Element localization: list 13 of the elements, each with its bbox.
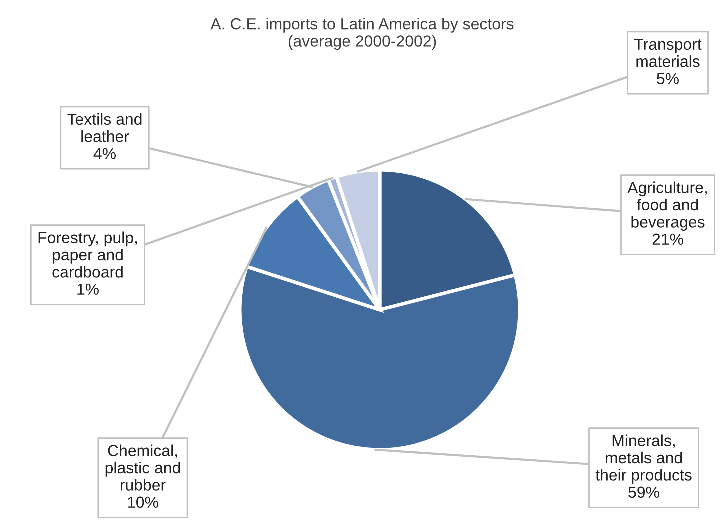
- slice-label: Minerals, metals and their products: [596, 434, 692, 484]
- data-label: 5%: [657, 73, 679, 84]
- slice-label: Textils and leather: [68, 113, 142, 142]
- data-label: 59%: [628, 486, 660, 498]
- chart-title: A. C.E. imports to Latin America by sectors (average 2000-2002): [210, 18, 514, 50]
- slice-label: Transport materials: [634, 38, 702, 68]
- slice-label: Forestry, pulp, paper and cardboard: [38, 232, 138, 278]
- data-label: 1%: [78, 284, 99, 296]
- data-label: 21%: [652, 234, 684, 246]
- slice-label: Chemical, plastic and rubber: [106, 444, 180, 491]
- slice-label: Agriculture, food and beverages: [628, 182, 707, 232]
- data-label: 4%: [94, 148, 116, 160]
- data-label: 10%: [128, 496, 158, 508]
